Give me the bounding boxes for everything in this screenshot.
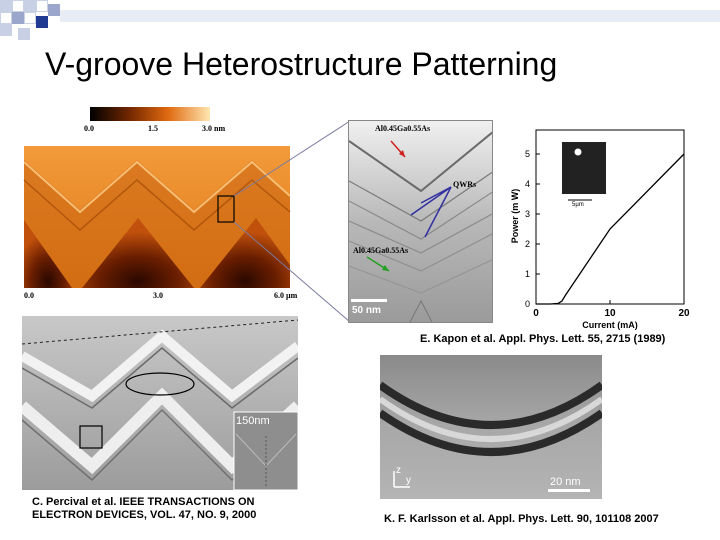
tem-image-qwr: Al0.45Ga0.55As QWRs Al0.45Ga0.55As 50 nm	[348, 120, 493, 323]
chart-ylabel: Power (m W)	[510, 189, 520, 244]
afm-x-tick-2: 6.0 µm	[274, 291, 298, 300]
colorbar-tick-0: 0.0	[84, 124, 94, 133]
tem3-scale-label: 20 nm	[550, 476, 581, 488]
afm-zoom-box	[217, 195, 235, 223]
y-tick-label-5: 5	[525, 149, 530, 159]
chart-inset	[562, 142, 606, 194]
y-tick-label-4: 4	[525, 179, 530, 189]
percival-zoom-box	[79, 425, 103, 449]
karlsson-citation: K. F. Karlsson et al. Appl. Phys. Lett. …	[384, 513, 659, 525]
percival-citation: C. Percival et al. IEEE TRANSACTIONS ON …	[32, 496, 256, 522]
afm-x-tick-1: 3.0	[153, 291, 163, 300]
tem1-label-bottom: Al0.45Ga0.55As	[353, 246, 408, 255]
tem-image-percival: 150nm	[22, 316, 298, 490]
percival-citation-line2: ELECTRON DEVICES, VOL. 47, NO. 9, 2000	[32, 509, 257, 521]
colorbar-tick-2: 3.0 nm	[202, 124, 225, 133]
series-line	[536, 153, 685, 305]
y-tick-label-3: 3	[525, 209, 530, 219]
x-tick-label-2: 20	[678, 308, 690, 319]
chart-inset-spot	[574, 148, 582, 156]
percival-citation-line1: C. Percival et al. IEEE TRANSACTIONS ON	[32, 496, 255, 508]
afm-image: 0.0 1.5 3.0 nm 0.0 3.0 6.0 µm	[22, 100, 320, 306]
x-tick-label-1: 10	[604, 308, 616, 319]
corner-decoration	[0, 0, 720, 40]
chart-inset-scale: 5µm	[572, 202, 584, 208]
percival-ellipse	[125, 372, 195, 396]
power-current-chart: 0 1 2 3 4 5 0 10 20 Current (mA) Power (m W) 5µm	[506, 124, 692, 330]
tem1-label-qwr: QWRs	[453, 180, 476, 189]
colorbar	[90, 107, 210, 121]
y-tick-label-2: 2	[525, 239, 530, 249]
afm-x-tick-0: 0.0	[24, 291, 34, 300]
tem3-axis-z: z	[396, 465, 401, 476]
y-tick-label-0: 0	[525, 299, 530, 309]
chart-frame	[535, 129, 685, 305]
x-tick-label-0: 0	[533, 308, 539, 319]
y-tick-label-1: 1	[525, 269, 530, 279]
chart-xlabel: Current (mA)	[582, 320, 638, 330]
colorbar-tick-1: 1.5	[148, 124, 158, 133]
tem-image-karlsson: z y 20 nm	[380, 355, 602, 499]
tem3-axis-y: y	[406, 475, 411, 486]
tem1-label-top: Al0.45Ga0.55As	[375, 124, 430, 133]
tem1-scale-label: 50 nm	[352, 305, 381, 316]
slide-title: V-groove Heterostructure Patterning	[45, 46, 558, 82]
kapon-citation: E. Kapon et al. Appl. Phys. Lett. 55, 27…	[420, 333, 666, 345]
percival-inset-scale: 150nm	[236, 415, 270, 427]
